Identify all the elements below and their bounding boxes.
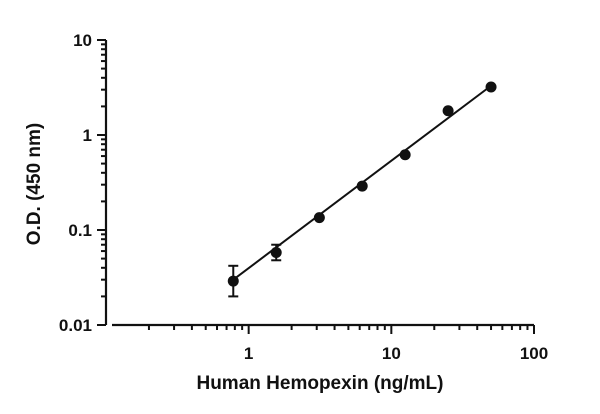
- x-tick-label: 1: [244, 344, 253, 363]
- data-point: [399, 149, 411, 161]
- y-tick-label: 0.01: [59, 316, 92, 335]
- data-point: [270, 246, 282, 258]
- x-axis-title: Human Hemopexin (ng/mL): [196, 373, 443, 394]
- ticks: [97, 39, 535, 334]
- y-tick-label: 10: [73, 31, 92, 50]
- data-point: [485, 81, 497, 93]
- y-axis-title: O.D. (450 nm): [24, 123, 45, 245]
- y-tick-label: 1: [83, 126, 92, 145]
- y-tick-label: 0.1: [68, 221, 92, 240]
- data-point: [227, 275, 239, 287]
- x-tick-label: 100: [520, 344, 548, 363]
- x-tick-label: 10: [382, 344, 401, 363]
- axes: [104, 40, 534, 327]
- data-point: [356, 180, 368, 192]
- tick-labels: 0.01 0.1 1 10 1 10 100: [59, 31, 548, 363]
- data-point: [442, 105, 454, 117]
- data-points: [227, 81, 497, 287]
- data-point: [313, 212, 325, 224]
